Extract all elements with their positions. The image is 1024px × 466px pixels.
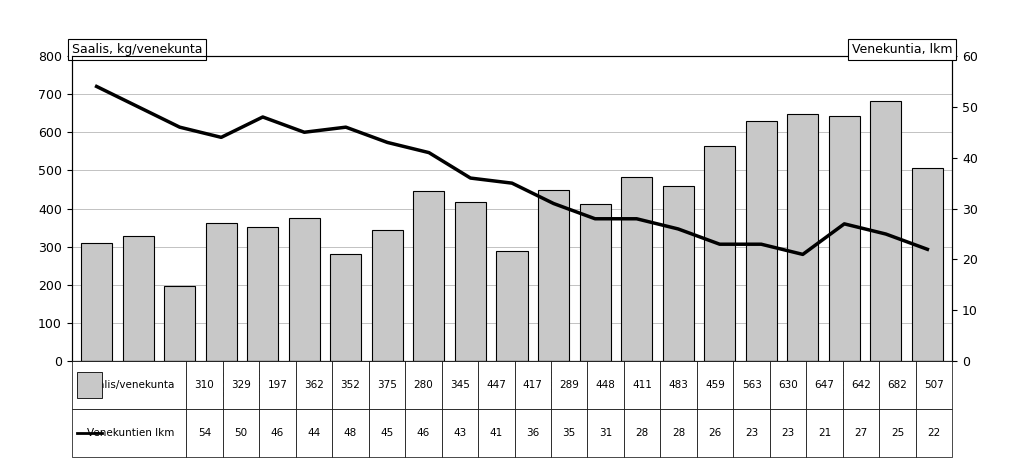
Bar <box>497 251 527 361</box>
Bar <box>538 190 569 361</box>
Bar <box>81 243 113 361</box>
Text: Venekuntia, lkm: Venekuntia, lkm <box>852 43 952 56</box>
Bar <box>580 205 610 361</box>
Bar <box>787 114 818 361</box>
Bar <box>331 254 361 361</box>
Bar <box>828 116 860 361</box>
Bar <box>705 146 735 361</box>
Bar <box>372 230 403 361</box>
Bar <box>123 236 154 361</box>
Bar <box>414 191 444 361</box>
Bar <box>663 186 693 361</box>
Bar <box>289 218 319 361</box>
Text: Saalis, kg/venekunta: Saalis, kg/venekunta <box>72 43 202 56</box>
Bar <box>206 223 237 361</box>
Bar <box>621 177 652 361</box>
Bar <box>247 227 279 361</box>
Bar <box>870 101 901 361</box>
Bar <box>455 202 486 361</box>
Bar <box>745 121 777 361</box>
Bar <box>164 286 196 361</box>
Bar <box>911 168 943 361</box>
